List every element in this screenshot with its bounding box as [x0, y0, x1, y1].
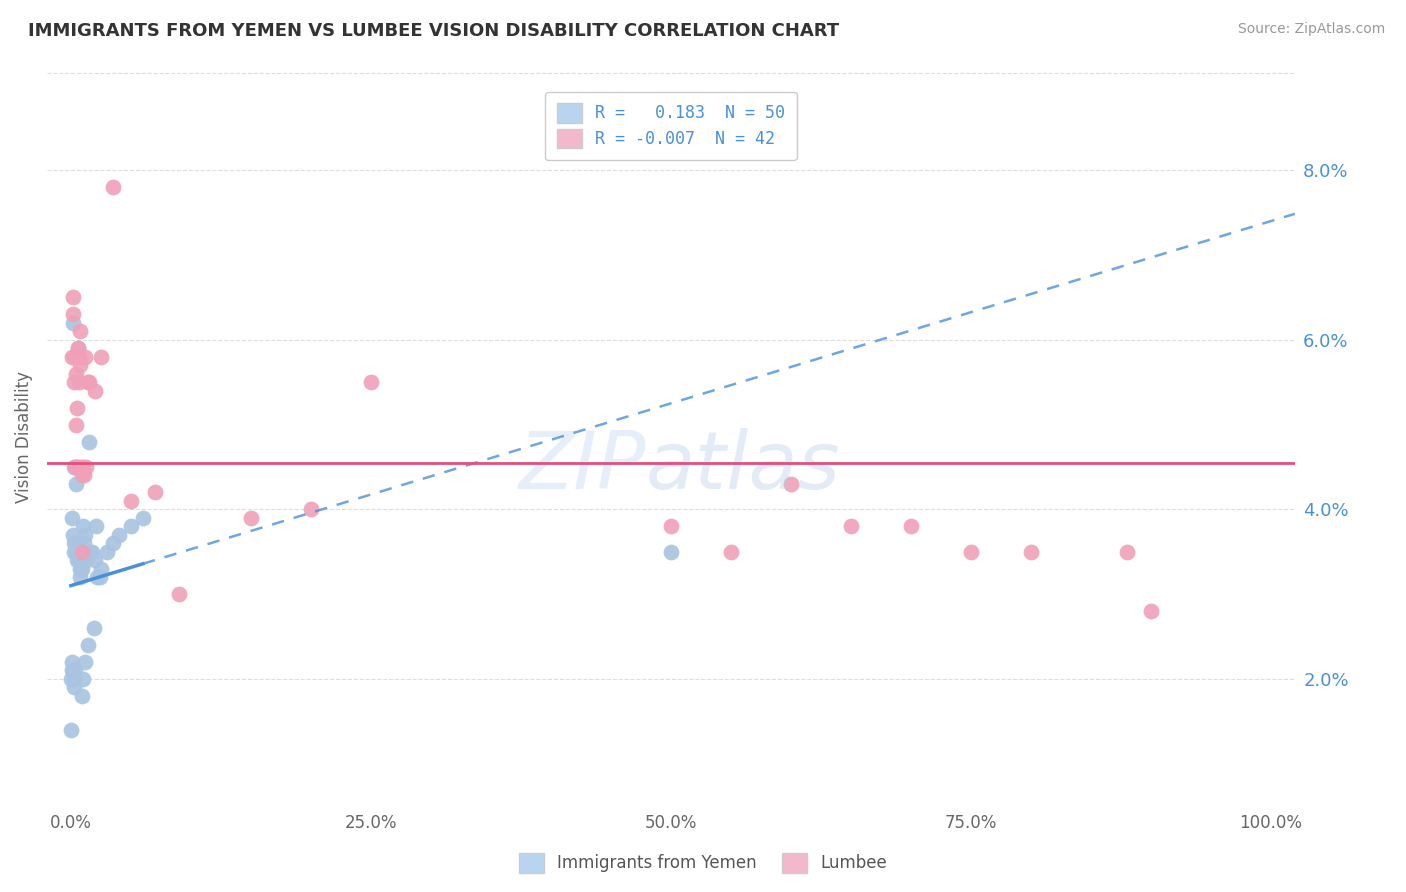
Point: [70, 562, 93, 576]
Point: [82, 545, 104, 559]
Point: [65, 417, 87, 432]
Point: [67, 375, 90, 389]
Point: [66, 553, 89, 567]
Point: [1140, 604, 1163, 618]
Point: [299, 502, 322, 516]
Point: [70, 562, 93, 576]
Point: [63, 460, 86, 475]
Point: [96, 545, 118, 559]
Legend: R =   0.183  N = 50, R = -0.007  N = 42: R = 0.183 N = 50, R = -0.007 N = 42: [546, 92, 797, 160]
Point: [62, 528, 84, 542]
Point: [62, 672, 84, 686]
Y-axis label: Vision Disability: Vision Disability: [15, 371, 32, 503]
Point: [62, 290, 84, 304]
Point: [70, 468, 93, 483]
Point: [779, 477, 801, 491]
Point: [84, 519, 107, 533]
Point: [89, 570, 111, 584]
Point: [60, 511, 83, 525]
Point: [62, 316, 84, 330]
Point: [72, 460, 94, 475]
Point: [86, 570, 108, 584]
Point: [108, 528, 131, 542]
Point: [67, 341, 90, 355]
Point: [63, 375, 86, 389]
Point: [83, 553, 105, 567]
Point: [63, 545, 86, 559]
Point: [659, 545, 682, 559]
Point: [67, 341, 90, 355]
Point: [60, 350, 83, 364]
Point: [75, 528, 97, 542]
Point: [69, 324, 91, 338]
Point: [76, 460, 98, 475]
Point: [101, 180, 124, 194]
Point: [73, 468, 96, 483]
Point: [659, 519, 682, 533]
Point: [65, 367, 87, 381]
Point: [72, 689, 94, 703]
Point: [167, 587, 190, 601]
Point: [66, 536, 89, 550]
Point: [72, 672, 94, 686]
Point: [72, 545, 94, 559]
Point: [67, 350, 90, 364]
Point: [360, 375, 382, 389]
Point: [66, 460, 89, 475]
Point: [72, 519, 94, 533]
Point: [73, 655, 96, 669]
Point: [83, 621, 105, 635]
Point: [62, 307, 84, 321]
Point: [77, 375, 100, 389]
Point: [75, 553, 97, 567]
Point: [73, 536, 96, 550]
Point: [83, 384, 105, 398]
Point: [76, 553, 98, 567]
Point: [63, 664, 86, 678]
Point: [66, 401, 89, 415]
Point: [67, 553, 90, 567]
Point: [63, 681, 86, 695]
Point: [239, 511, 262, 525]
Text: Source: ZipAtlas.com: Source: ZipAtlas.com: [1237, 22, 1385, 37]
Point: [60, 664, 83, 678]
Point: [70, 460, 93, 475]
Point: [75, 350, 97, 364]
Point: [90, 562, 112, 576]
Point: [63, 350, 86, 364]
Point: [66, 460, 89, 475]
Point: [59, 723, 82, 737]
Point: [69, 570, 91, 584]
Point: [62, 664, 84, 678]
Point: [143, 485, 166, 500]
Point: [63, 460, 86, 475]
Point: [60, 672, 83, 686]
Point: [69, 562, 91, 576]
Point: [63, 536, 86, 550]
Legend: Immigrants from Yemen, Lumbee: Immigrants from Yemen, Lumbee: [512, 847, 894, 880]
Point: [76, 638, 98, 652]
Point: [65, 477, 87, 491]
Point: [79, 545, 101, 559]
Point: [77, 434, 100, 449]
Point: [101, 536, 124, 550]
Point: [67, 545, 90, 559]
Text: IMMIGRANTS FROM YEMEN VS LUMBEE VISION DISABILITY CORRELATION CHART: IMMIGRANTS FROM YEMEN VS LUMBEE VISION D…: [28, 22, 839, 40]
Point: [120, 519, 142, 533]
Point: [720, 545, 742, 559]
Point: [90, 350, 112, 364]
Point: [69, 358, 91, 372]
Point: [900, 519, 922, 533]
Point: [132, 511, 155, 525]
Text: ZIP: ZIP: [519, 428, 645, 506]
Point: [839, 519, 862, 533]
Point: [60, 655, 83, 669]
Point: [960, 545, 983, 559]
Point: [76, 375, 98, 389]
Point: [1019, 545, 1042, 559]
Point: [65, 545, 87, 559]
Text: atlas: atlas: [645, 428, 841, 506]
Point: [1115, 545, 1137, 559]
Point: [120, 494, 142, 508]
